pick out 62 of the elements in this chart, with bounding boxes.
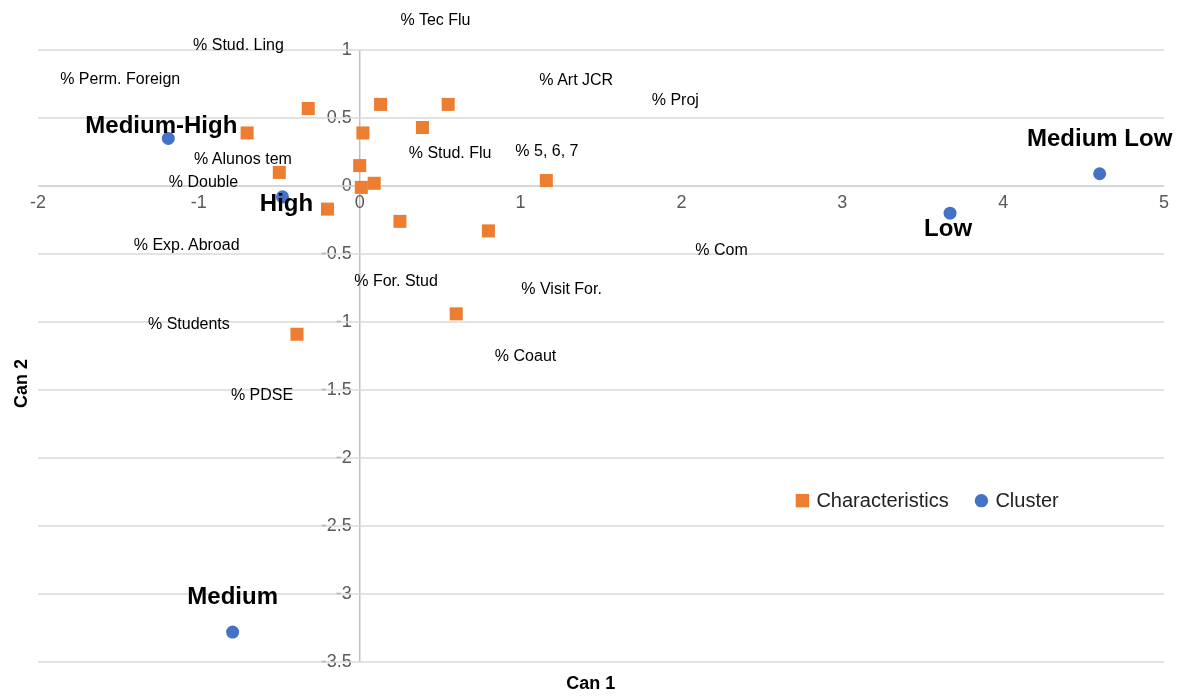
point <box>240 126 254 140</box>
data-label: High <box>259 188 314 216</box>
data-label: Medium <box>187 582 278 610</box>
annotation: % Double <box>168 173 239 191</box>
point <box>374 97 388 111</box>
text: % Tec Flu <box>400 11 471 29</box>
x-axis-title: Can 1 <box>566 673 616 693</box>
point <box>353 159 367 173</box>
legend-label: Cluster <box>995 488 1060 511</box>
point <box>226 625 240 639</box>
x-tick-label: -2 <box>29 192 47 212</box>
point <box>301 101 315 115</box>
point <box>393 214 407 228</box>
data-label: Medium Low <box>1026 123 1173 151</box>
annotation: % Coaut <box>494 347 557 364</box>
annotation: % Exp. Abroad <box>133 236 240 254</box>
annotation: % Com <box>695 241 748 259</box>
y-tick-label: 1 <box>341 39 352 59</box>
y-tick-label: -2 <box>335 447 352 467</box>
annotation: % Students <box>147 315 230 333</box>
x-tick-label: 5 <box>1158 192 1170 212</box>
x-tick-label: 4 <box>998 192 1009 212</box>
annotation: % Proj <box>651 91 699 109</box>
y-axis-title: Can 2 <box>11 359 31 409</box>
y-tick-label: -0.5 <box>320 243 352 263</box>
y-tick-label: -2.5 <box>320 515 352 535</box>
point <box>272 165 286 179</box>
data-label: Low <box>924 214 973 242</box>
x-tick-label: 1 <box>515 192 526 212</box>
annotation: % Art JCR <box>539 70 614 88</box>
x-tick-label: 2 <box>676 192 687 212</box>
annotation: % 5, 6, 7 <box>515 141 579 159</box>
x-tick-label: -1 <box>190 192 207 212</box>
y-tick-label: 0.5 <box>326 107 352 127</box>
x-tick-label: 3 <box>837 192 848 212</box>
y-tick-label: -3 <box>335 583 352 603</box>
point <box>290 327 304 341</box>
annotation: % Alunos tem <box>194 149 292 167</box>
annotation: % Stud. Ling <box>193 36 284 54</box>
point <box>1093 167 1107 181</box>
annotation: % PDSE <box>230 386 294 404</box>
y-tick-label: -1.5 <box>320 379 352 399</box>
y-tick-label: -1 <box>335 311 352 331</box>
point <box>943 206 957 220</box>
point <box>321 202 335 216</box>
point <box>449 307 463 321</box>
point <box>481 224 495 238</box>
y-tick-label: -3.5 <box>320 651 352 671</box>
annotation: % Stud. Flu <box>408 143 492 161</box>
point <box>441 97 455 111</box>
annotation: % For. Stud <box>354 271 438 289</box>
legend-label: Characteristics <box>816 488 949 511</box>
data-label: Medium-High <box>85 111 238 139</box>
point <box>539 174 553 188</box>
point <box>354 180 368 194</box>
annotation: % Perm. Foreign <box>60 69 181 87</box>
x-tick-label: 0 <box>354 192 365 212</box>
point <box>367 176 381 190</box>
point <box>356 126 370 140</box>
point <box>415 121 429 135</box>
annotation: % Visit For. <box>521 280 602 298</box>
y-tick-label: 0 <box>341 175 352 195</box>
